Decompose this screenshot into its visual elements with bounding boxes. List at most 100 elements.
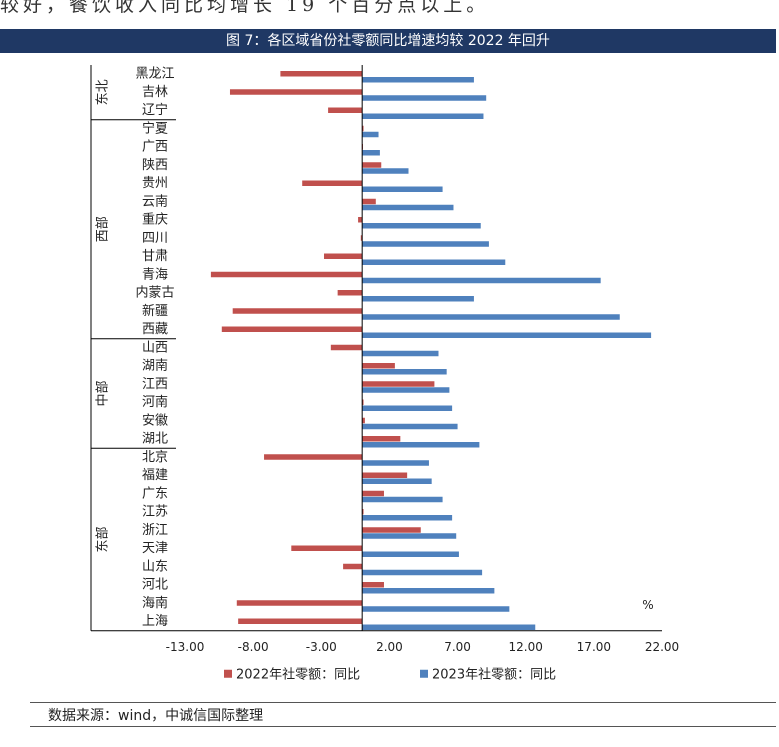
category-label: 浙江: [142, 523, 168, 538]
bar-2022: [362, 527, 421, 533]
category-label: 北京: [142, 450, 168, 465]
bar-2022: [362, 198, 376, 205]
category-label: 陕西: [142, 158, 168, 173]
bar-2022: [360, 235, 363, 241]
category-label: 安徽: [142, 413, 168, 428]
chart-title: 图 7：各区域省份社零额同比增速均较 2022 年回升: [0, 29, 776, 53]
x-tick-label: 2.00: [376, 640, 403, 654]
category-label: 上海: [142, 614, 168, 629]
bar-2022: [302, 180, 363, 186]
bar-2023: [362, 168, 409, 174]
category-label: 山东: [142, 559, 168, 574]
x-tick-label: -8.00: [238, 640, 269, 654]
category-label: 河北: [142, 578, 168, 593]
category-label: 天津: [142, 541, 168, 556]
category-label: 四川: [142, 231, 168, 246]
footer-divider-bottom: [30, 726, 776, 727]
bar-2023: [362, 350, 439, 357]
bar-2023: [362, 77, 474, 83]
bar-2023: [362, 478, 432, 484]
footer-divider-top: [30, 702, 776, 703]
group-label: 中部: [96, 380, 111, 406]
bar-2022: [362, 509, 364, 515]
bar-2023: [362, 442, 480, 448]
unit-label: %: [642, 598, 653, 612]
bar-2022: [362, 417, 365, 424]
bar-2022: [362, 381, 435, 387]
bar-2023: [362, 95, 487, 101]
group-label: 东北: [96, 79, 111, 105]
x-tick-label: -13.00: [166, 640, 205, 654]
category-label: 重庆: [142, 212, 168, 228]
bar-2023: [362, 277, 601, 284]
bar-2022: [221, 326, 363, 332]
bar-2023: [362, 259, 506, 265]
category-label: 湖南: [142, 358, 168, 374]
category-label: 青海: [142, 267, 168, 282]
bar-2023: [362, 332, 652, 338]
bar-2022: [362, 399, 364, 405]
bar-2023: [362, 533, 457, 539]
x-tick-label: 22.00: [645, 640, 679, 654]
legend-label-2023: 2023年社零额：同比: [432, 666, 556, 682]
bar-2023: [362, 369, 447, 375]
category-label: 山西: [142, 340, 168, 355]
category-label: 甘肃: [142, 249, 168, 264]
bar-2022: [330, 344, 363, 351]
bar-2022: [236, 600, 363, 606]
legend-label-2022: 2022年社零额：同比: [236, 666, 360, 682]
bar-2022: [337, 290, 363, 296]
bar-2022: [362, 125, 364, 132]
bar-2022: [362, 472, 408, 478]
bar-2022: [343, 563, 363, 570]
bar-2022: [362, 490, 384, 497]
bar-2023: [362, 606, 510, 612]
bar-2023: [362, 186, 443, 192]
category-label: 黑龙江: [135, 67, 174, 82]
bar-2023: [362, 223, 481, 229]
legend-swatch-2023: [420, 669, 428, 678]
intro-text-fragment: 较好，餐饮收入同比均增长 19 个百分点以上。: [0, 0, 490, 16]
category-label: 湖北: [142, 432, 168, 447]
bar-2023: [362, 423, 458, 430]
bar-2023: [362, 113, 484, 119]
category-label: 广东: [142, 486, 168, 501]
category-label: 贵州: [142, 176, 168, 191]
bar-2022: [358, 217, 363, 223]
bar-2023: [362, 405, 453, 411]
bar-2022: [362, 436, 401, 442]
bar-2023: [362, 460, 429, 466]
category-label: 宁夏: [142, 120, 168, 136]
category-label: 福建: [142, 468, 168, 483]
bar-2023: [362, 496, 443, 503]
category-label: 江苏: [142, 504, 168, 520]
bar-2023: [362, 551, 459, 557]
category-label: 云南: [142, 193, 168, 209]
x-tick-label: 17.00: [577, 640, 611, 654]
group-label: 东部: [96, 526, 111, 552]
bar-2023: [362, 314, 620, 320]
bar-2023: [362, 241, 489, 247]
bar-2022: [291, 545, 363, 551]
bar-2022: [264, 454, 363, 460]
bar-2022: [229, 89, 363, 95]
category-label: 广西: [142, 140, 168, 155]
bar-2022: [280, 71, 363, 77]
category-label: 西藏: [142, 322, 168, 337]
bar-2023: [362, 131, 379, 138]
x-tick-label: 12.00: [509, 640, 543, 654]
bar-2022: [362, 363, 395, 369]
bar-2023: [362, 204, 454, 211]
group-label: 西部: [96, 216, 111, 242]
bar-2023: [362, 387, 450, 393]
category-label: 新疆: [142, 303, 168, 319]
bar-2022: [238, 618, 363, 624]
x-tick-label: 7.00: [444, 640, 471, 654]
category-label: 河南: [142, 394, 168, 410]
bar-2023: [362, 296, 474, 302]
category-label: 辽宁: [142, 102, 168, 118]
category-label: 海南: [142, 595, 168, 611]
bar-2023: [362, 515, 453, 521]
bar-2022: [210, 271, 363, 278]
